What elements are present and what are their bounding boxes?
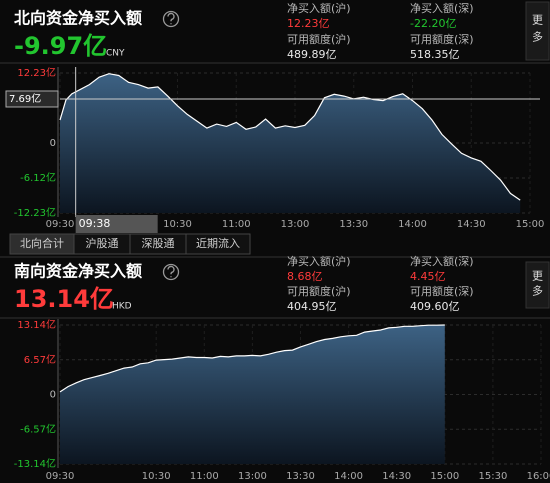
tab-label[interactable]: 北向合计 — [20, 236, 64, 250]
title: 南向资金净买入额 — [14, 262, 142, 281]
crosshair-y-label: 7.69亿 — [9, 92, 41, 105]
label: 可用额度(深) — [410, 284, 474, 298]
value: 8.68亿 — [287, 270, 323, 283]
label: 可用额度(沪) — [287, 284, 351, 298]
y-tick-label: 6.57亿 — [24, 353, 56, 366]
x-tick-label: 13:30 — [339, 219, 368, 230]
x-tick-label: 10:30 — [163, 219, 192, 230]
tab-label[interactable]: 深股通 — [142, 237, 175, 250]
help-icon[interactable] — [162, 10, 180, 28]
y-tick-label: -12.23亿 — [14, 206, 56, 219]
value: -22.20亿 — [410, 17, 456, 30]
x-tick-label: 11:00 — [190, 471, 219, 482]
headline-value: -9.97亿 — [14, 32, 107, 60]
headline-value: 13.14亿 — [14, 285, 114, 313]
area — [60, 73, 521, 213]
x-tick-label: 14:30 — [457, 219, 486, 230]
tab[interactable] — [185, 233, 251, 255]
x-tick-label: 14:30 — [382, 471, 411, 482]
more[interactable]: 更多 — [531, 14, 544, 48]
crosshair-x-label: 09:38 — [79, 217, 111, 230]
x-tick-label: 13:00 — [281, 219, 310, 230]
value: 12.23亿 — [287, 17, 330, 30]
tab-label[interactable]: 沪股通 — [86, 236, 119, 250]
x-tick-label: 11:00 — [222, 219, 251, 230]
south-header: 南向资金净买入额 13.14亿 HKD 净买入额(沪) 8.68亿 可用额度(沪… — [14, 254, 550, 313]
y-tick-label: -6.57亿 — [20, 422, 56, 435]
y-tick-label: -6.12亿 — [20, 171, 56, 184]
x-tick-label: 15:30 — [478, 471, 507, 482]
label: 可用额度(沪) — [287, 32, 351, 46]
x-tick-label: 13:30 — [286, 471, 315, 482]
label: 可用额度(深) — [410, 32, 474, 46]
line — [59, 324, 445, 393]
y-tick-label: 0 — [50, 138, 56, 149]
y-tick-label: 13.14亿 — [17, 318, 56, 331]
unit: HKD — [112, 302, 132, 312]
x-tick-label: 10:30 — [142, 471, 171, 482]
tab-label[interactable]: 近期流入 — [196, 236, 240, 250]
value: 489.89亿 — [287, 48, 337, 61]
area — [60, 325, 445, 464]
value: 4.45亿 — [410, 270, 446, 283]
label: 净买入额(沪) — [287, 254, 351, 268]
crosshair-x-box — [75, 215, 158, 233]
more[interactable]: 更多 — [531, 270, 544, 300]
y-tick-label: 12.23亿 — [17, 66, 56, 79]
tabs: 北向合计 沪股通 深股通 近期流入 — [9, 233, 251, 255]
more-button[interactable] — [525, 1, 550, 61]
x-tick-label: 15:00 — [430, 471, 459, 482]
value: 518.35亿 — [410, 48, 460, 61]
y-tick-label: 0 — [50, 390, 56, 401]
crosshair-y-box — [5, 90, 59, 108]
label: 净买入额(沪) — [287, 1, 351, 15]
line — [59, 73, 521, 201]
title: 北向资金净买入额 — [14, 9, 142, 28]
unit: CNY — [106, 49, 125, 59]
x-tick-label: 16:00 — [527, 471, 550, 482]
help-icon[interactable] — [162, 263, 180, 281]
x-tick-label: 14:00 — [398, 219, 427, 230]
label: 净买入额(深) — [410, 1, 474, 15]
x-tick-label: 09:30 — [46, 471, 75, 482]
x-tick-label: 09:30 — [46, 219, 75, 230]
value: 404.95亿 — [287, 300, 337, 313]
north-header: 北向资金净买入额 -9.97亿 CNY 净买入额(沪) 12.23亿 可用额度(… — [14, 1, 550, 61]
x-tick-label: 15:00 — [516, 219, 545, 230]
value: 409.60亿 — [410, 300, 460, 313]
x-tick-label: 13:00 — [238, 471, 267, 482]
more-button[interactable] — [525, 261, 550, 309]
x-tick-label: 14:00 — [334, 471, 363, 482]
y-tick-label: -13.14亿 — [14, 457, 56, 470]
label: 净买入额(深) — [410, 254, 474, 268]
